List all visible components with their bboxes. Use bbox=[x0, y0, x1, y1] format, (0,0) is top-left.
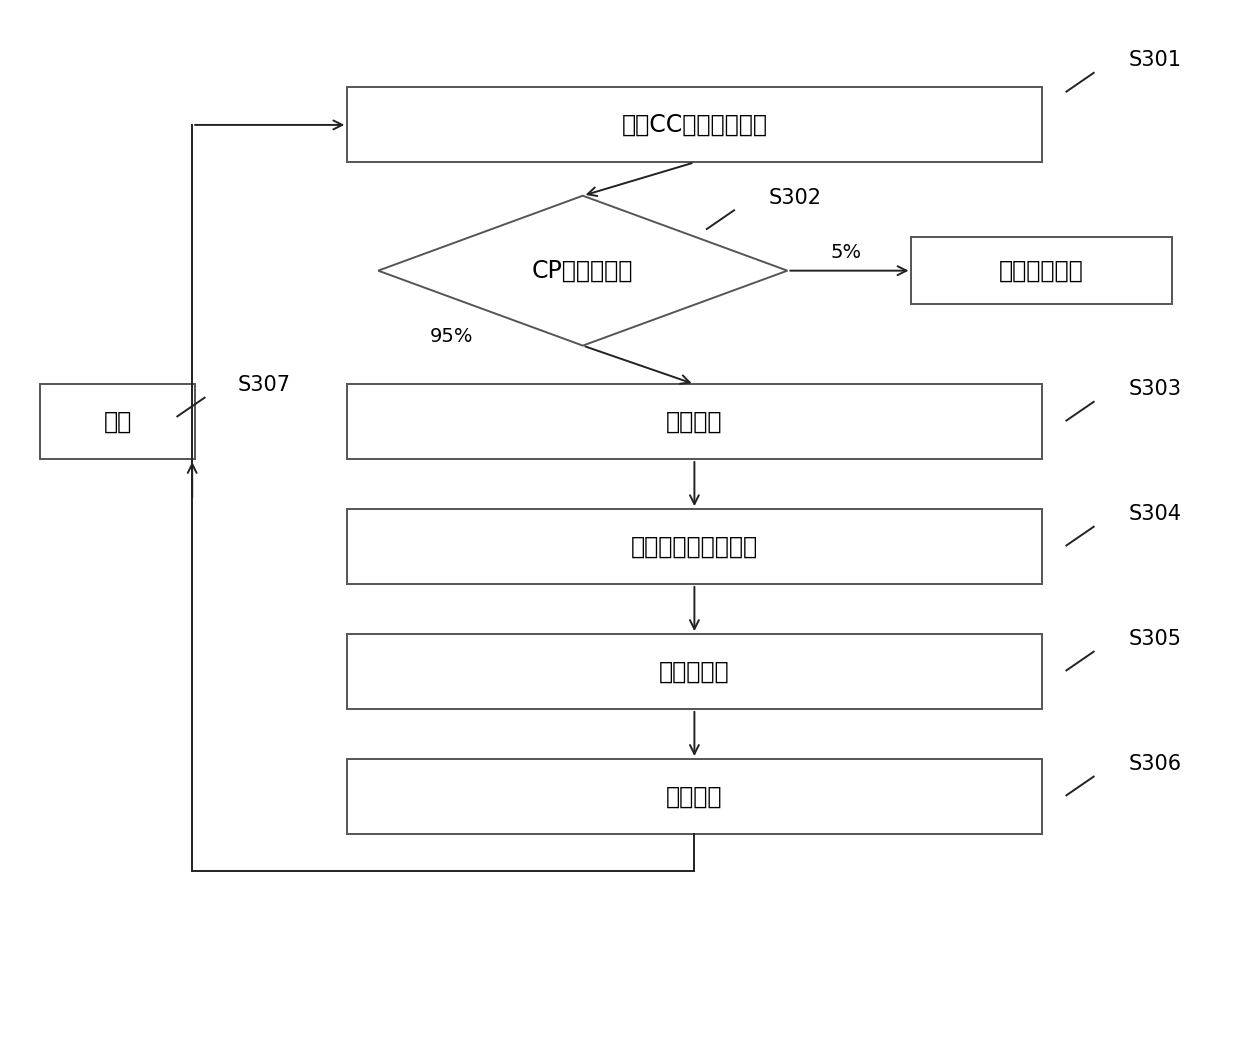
Text: 握手阶段: 握手阶段 bbox=[666, 409, 723, 434]
FancyBboxPatch shape bbox=[347, 509, 1042, 584]
FancyBboxPatch shape bbox=[347, 384, 1042, 459]
Text: 国标充电流程: 国标充电流程 bbox=[999, 258, 1084, 283]
Text: 95%: 95% bbox=[430, 327, 474, 346]
FancyBboxPatch shape bbox=[347, 87, 1042, 162]
Text: S301: S301 bbox=[1128, 50, 1182, 71]
Text: S304: S304 bbox=[1128, 504, 1182, 525]
FancyBboxPatch shape bbox=[347, 759, 1042, 834]
Text: 进入休眠: 进入休眠 bbox=[666, 784, 723, 809]
FancyBboxPatch shape bbox=[347, 634, 1042, 709]
Text: S306: S306 bbox=[1128, 754, 1182, 775]
Polygon shape bbox=[378, 196, 787, 346]
Text: 充放电结束: 充放电结束 bbox=[660, 659, 729, 684]
Text: S302: S302 bbox=[769, 187, 822, 208]
Text: CP信号占空比: CP信号占空比 bbox=[532, 258, 634, 283]
Text: S303: S303 bbox=[1128, 379, 1182, 400]
Text: 5%: 5% bbox=[831, 244, 862, 262]
Text: 唤醒: 唤醒 bbox=[104, 409, 131, 434]
FancyBboxPatch shape bbox=[40, 384, 196, 459]
Text: S305: S305 bbox=[1128, 629, 1182, 650]
Text: 检测CC电阻为充电枪: 检测CC电阻为充电枪 bbox=[621, 112, 768, 137]
FancyBboxPatch shape bbox=[911, 237, 1172, 304]
Text: 充放电参数设置阶段: 充放电参数设置阶段 bbox=[631, 534, 758, 559]
Text: S307: S307 bbox=[238, 375, 291, 396]
